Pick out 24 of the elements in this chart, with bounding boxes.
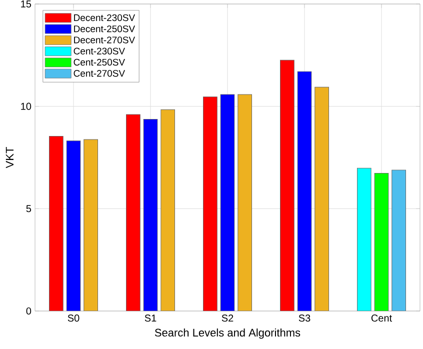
bar (356, 168, 372, 311)
legend-label: Decent-250SV (74, 25, 136, 32)
bar (314, 86, 330, 311)
bar (66, 140, 81, 311)
legend-label: Cent-270SV (74, 70, 126, 77)
x-tick-label: S2 (222, 314, 234, 322)
legend-label: Cent-230SV (74, 48, 126, 54)
legend-label: Decent-230SV (74, 14, 136, 22)
y-tick-label: 0 (26, 307, 32, 315)
x-tick-label: S0 (68, 314, 80, 322)
y-tick-label: 5 (26, 205, 32, 212)
bar (202, 96, 218, 311)
legend-label: Decent-270SV (74, 36, 136, 44)
x-tick-label: S3 (298, 314, 310, 322)
legend-label: Cent-250SV (74, 58, 126, 66)
x-tick-label: S1 (144, 314, 156, 322)
y-axis-title: VKT (6, 147, 14, 168)
y-tick-label: 10 (21, 102, 32, 110)
bar (297, 71, 312, 311)
bar (84, 139, 98, 311)
x-axis-title: Search Levels and Algorithms (154, 328, 300, 339)
x-tick-label: Cent (371, 314, 392, 322)
y-tick-label: 15 (21, 0, 32, 8)
bar (392, 170, 406, 311)
